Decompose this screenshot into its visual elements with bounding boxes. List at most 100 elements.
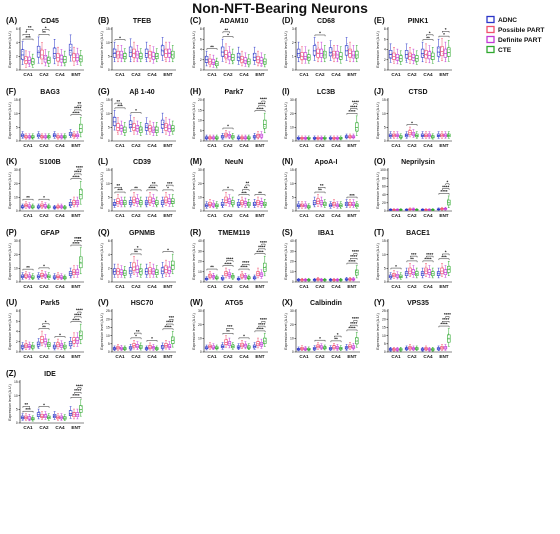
data-point <box>41 273 43 274</box>
data-point <box>428 209 429 211</box>
data-point <box>389 136 391 138</box>
data-point <box>330 203 332 205</box>
box <box>72 53 76 62</box>
significance-bracket <box>410 255 418 258</box>
data-point <box>61 278 63 279</box>
significance-label: * <box>45 319 47 324</box>
x-tick-label: ENT <box>71 284 80 289</box>
significance-bracket <box>42 323 50 326</box>
data-point <box>57 276 58 278</box>
data-point <box>421 209 423 211</box>
significance-label: * <box>227 124 229 129</box>
data-point <box>215 206 217 208</box>
data-point <box>28 64 30 65</box>
significance-bracket <box>74 392 82 394</box>
data-point <box>318 58 320 59</box>
data-point <box>349 137 350 138</box>
box <box>328 47 333 57</box>
data-point <box>48 415 49 416</box>
significance-label: * <box>227 186 229 191</box>
box <box>40 49 44 60</box>
data-point <box>392 348 394 349</box>
data-point <box>445 346 447 347</box>
data-point <box>313 279 315 280</box>
significance-label: * <box>167 186 169 191</box>
data-point <box>355 269 357 271</box>
data-point <box>233 277 235 279</box>
data-point <box>412 349 414 350</box>
y-tick-label: 0 <box>292 139 294 143</box>
data-point <box>423 135 424 137</box>
data-point <box>168 52 169 53</box>
y-tick-label: 0 <box>16 350 18 354</box>
y-tick-label: 80 <box>382 176 386 180</box>
panel-letter: (W) <box>190 298 203 307</box>
panel-title: ADAM10 <box>220 18 249 25</box>
data-point <box>70 41 72 43</box>
data-point <box>356 340 358 342</box>
x-tick-label: ENT <box>439 213 448 218</box>
data-point <box>347 47 348 49</box>
data-point <box>221 344 223 345</box>
data-point <box>41 134 42 136</box>
data-point <box>80 259 81 261</box>
data-point <box>61 135 63 137</box>
data-point <box>244 277 246 278</box>
data-point <box>305 137 307 139</box>
data-point <box>447 198 449 200</box>
data-point <box>393 53 395 55</box>
data-point <box>44 135 46 137</box>
data-point <box>229 273 231 275</box>
data-point <box>297 137 299 138</box>
data-point <box>426 209 427 211</box>
significance-label: **** <box>74 313 81 318</box>
data-point <box>317 52 318 54</box>
data-point <box>390 53 392 55</box>
significance-label: **** <box>72 110 79 115</box>
data-point <box>297 205 299 207</box>
data-point <box>206 206 208 208</box>
data-point <box>222 51 224 53</box>
data-point <box>139 126 141 128</box>
data-point <box>45 137 47 139</box>
data-point <box>60 137 62 138</box>
data-point <box>116 345 118 347</box>
data-point <box>49 344 50 345</box>
data-point <box>124 59 126 61</box>
data-point <box>134 58 136 59</box>
data-point <box>304 206 306 208</box>
data-point <box>70 47 71 48</box>
box <box>56 53 60 62</box>
data-point <box>242 205 243 206</box>
data-point <box>149 274 150 276</box>
data-point <box>304 52 306 53</box>
box <box>427 51 432 60</box>
x-tick-label: CA2 <box>407 143 417 148</box>
data-point <box>140 269 141 270</box>
data-point <box>241 57 242 59</box>
data-point <box>353 279 355 281</box>
data-point <box>431 209 433 211</box>
data-point <box>157 55 159 56</box>
data-point <box>222 56 224 58</box>
data-point <box>324 201 326 203</box>
x-tick-label: CA2 <box>131 143 141 148</box>
y-tick-label: 10 <box>198 337 202 341</box>
y-tick-label: 6 <box>16 319 18 323</box>
data-point <box>22 51 24 52</box>
y-tick-label: 15 <box>106 98 110 102</box>
data-point <box>206 278 208 279</box>
data-point <box>26 137 27 139</box>
data-point <box>155 54 157 56</box>
data-point <box>133 346 135 347</box>
data-point <box>69 202 71 203</box>
panel-title: BAG3 <box>40 89 60 96</box>
significance-bracket <box>206 48 218 50</box>
y-tick-label: 5 <box>384 342 386 346</box>
data-point <box>237 138 239 140</box>
data-point <box>121 58 123 59</box>
data-point <box>438 271 439 273</box>
significance-bracket <box>74 109 82 112</box>
significance-label: **** <box>224 261 231 266</box>
significance-bracket <box>38 328 50 330</box>
